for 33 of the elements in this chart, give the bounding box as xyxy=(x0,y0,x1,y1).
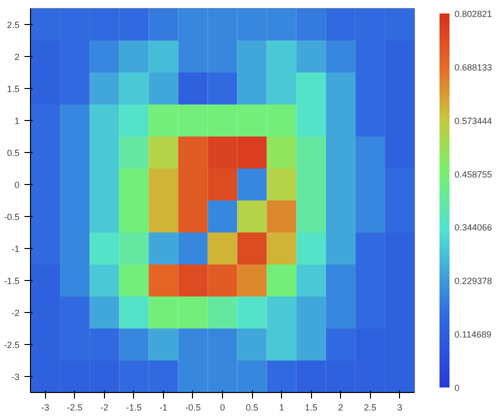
color-bar-label: 0.458755 xyxy=(454,169,492,180)
x-tick-label: -0.5 xyxy=(185,402,201,412)
x-tick-label: 3 xyxy=(397,402,402,412)
y-tick-label: 2.5 xyxy=(6,20,20,30)
x-tick-label: -3 xyxy=(41,402,50,412)
x-tick-label: -2 xyxy=(100,402,108,412)
y-tick-label: 1 xyxy=(14,116,20,126)
color-bar-label: 0.802821 xyxy=(454,9,492,19)
color-bar-label: 0.688133 xyxy=(454,62,492,72)
y-tick-label: -1 xyxy=(12,244,20,254)
y-tick-label: 0.5 xyxy=(6,148,20,158)
color-bar-label: 0.344066 xyxy=(454,222,492,233)
y-tick-label: 2 xyxy=(14,52,20,62)
x-tick-label: 2 xyxy=(338,402,344,412)
color-bar-label: 0.229378 xyxy=(454,276,492,286)
y-tick-label: -2 xyxy=(12,308,20,318)
x-tick-label: 0 xyxy=(220,402,226,412)
color-bar-label: 0.573444 xyxy=(454,116,492,126)
x-tick-label: 1.5 xyxy=(304,402,318,412)
x-tick-label: 1 xyxy=(279,402,284,412)
x-tick-label: 0.5 xyxy=(246,402,258,412)
y-tick-label: 0 xyxy=(14,180,20,190)
x-tick-label: -1 xyxy=(159,402,168,412)
color-bar-label: 0 xyxy=(454,383,460,393)
y-tick-label: -3 xyxy=(12,372,20,382)
x-tick-label: 2.5 xyxy=(364,402,376,412)
y-tick-label: -0.5 xyxy=(4,212,20,222)
y-tick-label: 1.5 xyxy=(6,84,20,94)
y-tick-label: -1.5 xyxy=(4,276,20,286)
y-tick-label: -2.5 xyxy=(4,340,20,350)
x-tick-label: -2.5 xyxy=(67,402,83,412)
x-tick-label: -1.5 xyxy=(126,402,142,412)
color-bar-label: 0.114689 xyxy=(454,330,492,340)
